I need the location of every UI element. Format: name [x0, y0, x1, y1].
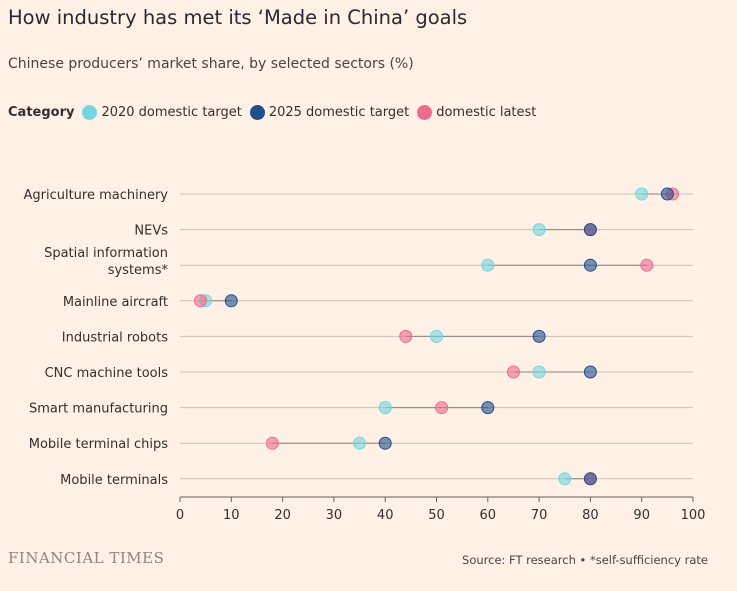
dot-2020-domestic-target-mobile-terminal-chips [353, 436, 367, 450]
legend-item-2020-target: 2020 domestic target [82, 105, 242, 120]
x-tick-label-30: 30 [326, 508, 343, 523]
dot-domestic-latest-mainline-aircraft [194, 294, 208, 308]
category-label-agriculture-machinery: Agriculture machinery [23, 188, 168, 203]
dot-2020-domestic-target-mobile-terminals [558, 472, 572, 486]
legend-label-domestic-latest: domestic latest [436, 105, 537, 120]
legend: Category 2020 domestic target 2025 domes… [8, 105, 544, 120]
dot-2025-domestic-target-agriculture-machinery [660, 187, 674, 201]
dot-2020-domestic-target-smart-manufacturing [378, 401, 392, 415]
dot-2020-domestic-target-industrial-robots [430, 329, 443, 343]
category-label-smart-manufacturing: Smart manufacturing [29, 402, 168, 417]
category-label-cnc-machine-tools: CNC machine tools [45, 366, 169, 381]
x-tick-label-20: 20 [274, 508, 291, 523]
legend-swatch-2020-target [82, 105, 98, 120]
dot-2025-domestic-target-mainline-aircraft [224, 294, 238, 308]
x-tick-label-70: 70 [531, 508, 548, 523]
category-label-nevs: NEVs [134, 224, 168, 239]
dot-2020-domestic-target-spatial-information-systems [481, 258, 495, 272]
legend-swatch-2025-target [249, 105, 265, 120]
x-tick-label-90: 90 [633, 508, 650, 523]
legend-swatch-domestic-latest [417, 105, 433, 120]
x-tick-label-100: 100 [681, 508, 706, 523]
dot-2025-domestic-target-cnc-machine-tools [583, 365, 597, 379]
dot-2020-domestic-target-nevs [532, 223, 546, 237]
category-label-industrial-robots: Industrial robots [62, 330, 168, 345]
dot-2025-domestic-target-nevs [583, 223, 597, 237]
dot-2020-domestic-target-agriculture-machinery [635, 187, 649, 201]
x-tick-label-0: 0 [176, 508, 184, 523]
source-note: Source: FT research • *self-sufficiency … [462, 553, 708, 567]
dot-domestic-latest-smart-manufacturing [435, 401, 449, 415]
x-tick-label-80: 80 [582, 508, 599, 523]
dot-2025-domestic-target-mobile-terminal-chips [378, 436, 392, 450]
x-tick-label-50: 50 [428, 508, 445, 523]
dot-2025-domestic-target-industrial-robots [532, 329, 546, 343]
legend-item-domestic-latest: domestic latest [417, 105, 536, 120]
category-label-mobile-terminal-chips: Mobile terminal chips [29, 437, 168, 452]
dot-domestic-latest-cnc-machine-tools [506, 365, 520, 379]
chart-subtitle: Chinese producers’ market share, by sele… [8, 56, 414, 72]
category-label-mobile-terminals: Mobile terminals [60, 473, 168, 488]
dot-domestic-latest-mobile-terminal-chips [265, 436, 279, 450]
chart-title: How industry has met its ‘Made in China’… [8, 6, 468, 29]
x-tick-label-60: 60 [480, 508, 497, 523]
x-tick-label-40: 40 [377, 508, 394, 523]
dot-domestic-latest-industrial-robots [399, 329, 413, 343]
category-label-mainline-aircraft: Mainline aircraft [63, 295, 168, 310]
category-label-spatial-information-systems: Spatial information systems* [44, 246, 168, 278]
legend-label-2025-target: 2025 domestic target [268, 105, 410, 120]
dot-2025-domestic-target-spatial-information-systems [583, 258, 597, 272]
legend-label-2020-target: 2020 domestic target [101, 105, 242, 120]
x-tick-label-10: 10 [223, 508, 240, 523]
ft-logo: FINANCIAL TIMES [8, 549, 165, 567]
dot-2025-domestic-target-mobile-terminals [583, 472, 597, 486]
legend-title: Category [8, 105, 75, 120]
legend-item-2025-target: 2025 domestic target [249, 105, 410, 120]
dot-2025-domestic-target-smart-manufacturing [481, 401, 495, 415]
dot-2020-domestic-target-cnc-machine-tools [532, 365, 546, 379]
dot-domestic-latest-spatial-information-systems [640, 258, 654, 272]
